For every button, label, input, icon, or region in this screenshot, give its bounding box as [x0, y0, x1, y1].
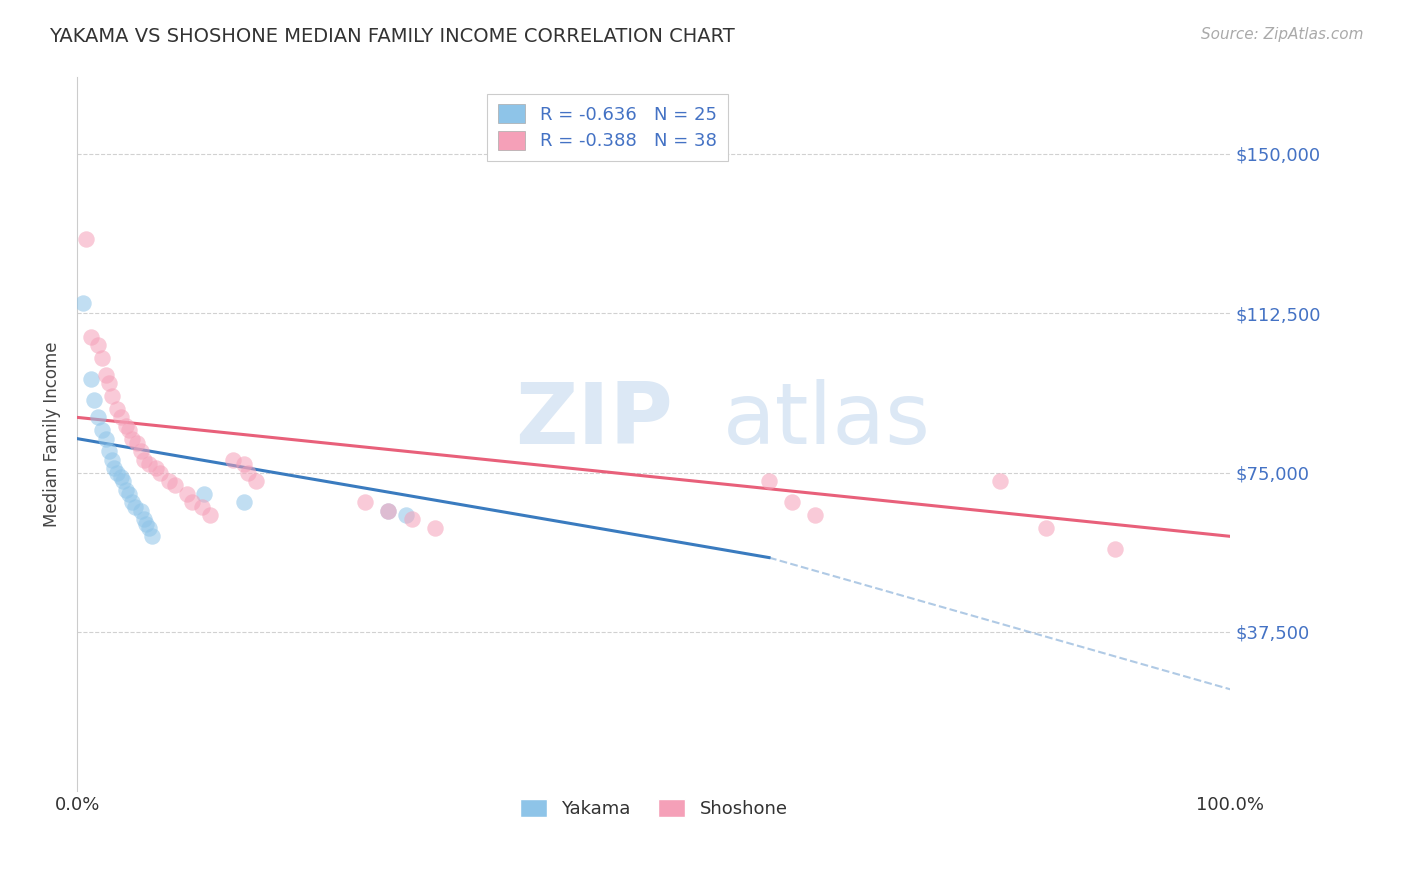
Point: [377, 504, 399, 518]
Point: [129, 504, 152, 518]
Point: [121, 432, 143, 446]
Point: [233, 457, 256, 471]
Point: [110, 470, 132, 484]
Point: [236, 466, 259, 480]
Legend: Yakama, Shoshone: Yakama, Shoshone: [513, 791, 794, 825]
Point: [112, 474, 135, 488]
Point: [94, 432, 117, 446]
Point: [103, 461, 125, 475]
Point: [132, 453, 155, 467]
Point: [758, 474, 780, 488]
Point: [80, 329, 103, 343]
Point: [395, 508, 418, 522]
Point: [181, 495, 204, 509]
Point: [100, 389, 122, 403]
Point: [135, 516, 157, 531]
Point: [780, 495, 803, 509]
Point: [91, 423, 114, 437]
Text: YAKAMA VS SHOSHONE MEDIAN FAMILY INCOME CORRELATION CHART: YAKAMA VS SHOSHONE MEDIAN FAMILY INCOME …: [49, 27, 735, 45]
Point: [1035, 521, 1057, 535]
Point: [107, 401, 129, 416]
Point: [988, 474, 1011, 488]
Point: [107, 466, 129, 480]
Point: [138, 457, 160, 471]
Point: [423, 521, 446, 535]
Point: [377, 504, 399, 518]
Point: [138, 521, 160, 535]
Text: atlas: atlas: [723, 378, 931, 461]
Y-axis label: Median Family Income: Median Family Income: [44, 342, 60, 527]
Point: [124, 500, 146, 514]
Point: [83, 393, 105, 408]
Point: [141, 529, 163, 543]
Point: [245, 474, 267, 488]
Point: [401, 512, 423, 526]
Point: [114, 483, 136, 497]
Point: [80, 372, 103, 386]
Point: [145, 461, 167, 475]
Point: [222, 453, 245, 467]
Point: [118, 423, 141, 437]
Point: [176, 487, 198, 501]
Text: ZIP: ZIP: [516, 378, 673, 461]
Point: [114, 418, 136, 433]
Point: [165, 478, 187, 492]
Point: [91, 351, 114, 365]
Point: [157, 474, 180, 488]
Point: [1104, 542, 1126, 557]
Point: [98, 376, 121, 391]
Point: [110, 410, 132, 425]
Point: [233, 495, 256, 509]
Point: [118, 487, 141, 501]
Point: [354, 495, 377, 509]
Point: [125, 435, 148, 450]
Point: [100, 453, 122, 467]
Point: [87, 338, 110, 352]
Point: [804, 508, 827, 522]
Point: [72, 295, 94, 310]
Point: [190, 500, 212, 514]
Point: [149, 466, 172, 480]
Point: [193, 487, 215, 501]
Point: [121, 495, 143, 509]
Point: [87, 410, 110, 425]
Text: Source: ZipAtlas.com: Source: ZipAtlas.com: [1201, 27, 1364, 42]
Point: [94, 368, 117, 382]
Point: [75, 232, 97, 246]
Point: [132, 512, 155, 526]
Point: [198, 508, 221, 522]
Point: [129, 444, 152, 458]
Point: [98, 444, 121, 458]
